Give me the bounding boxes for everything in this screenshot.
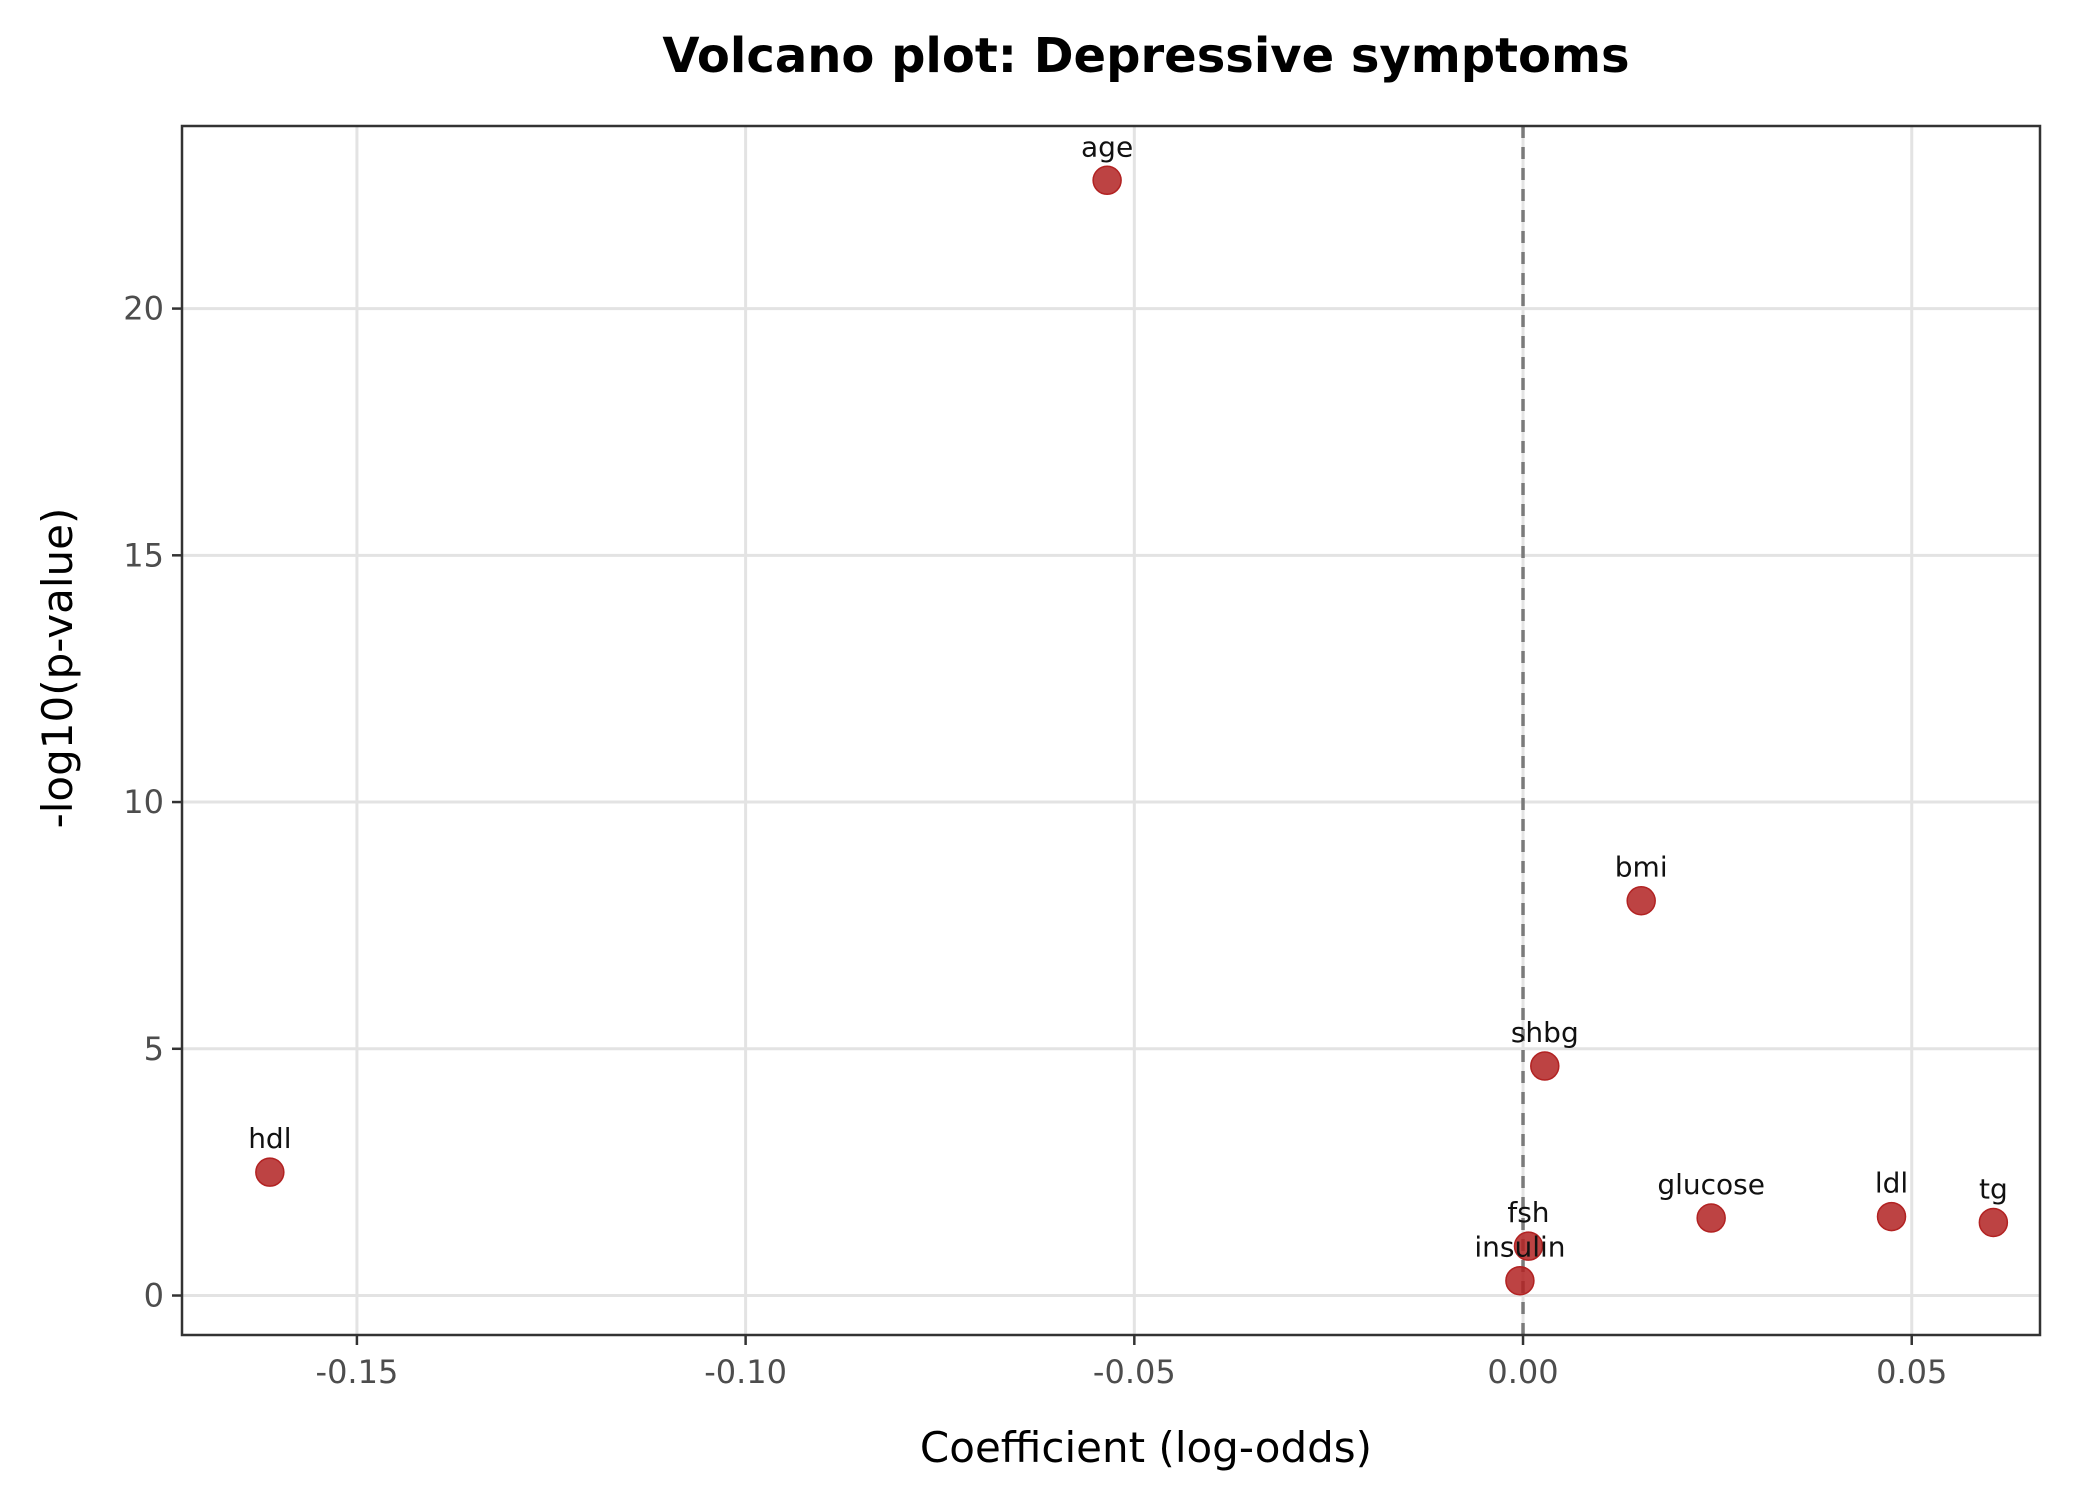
x-tick-label: -0.05 [1093, 1353, 1176, 1391]
chart-title: Volcano plot: Depressive symptoms [662, 28, 1629, 84]
point-label-glucose: glucose [1657, 1168, 1765, 1201]
x-tick-label: -0.10 [704, 1353, 787, 1391]
y-tick-label: 0 [144, 1277, 164, 1315]
point-label-bmi: bmi [1615, 851, 1668, 884]
x-axis-title: Coefficient (log-odds) [920, 1423, 1372, 1472]
y-tick-label: 5 [144, 1030, 164, 1068]
data-point-insulin [1505, 1265, 1535, 1296]
data-point-tg [1978, 1207, 2009, 1238]
point-label-tg: tg [1979, 1172, 2008, 1205]
x-tick-label: 0.05 [1876, 1353, 1947, 1391]
point-label-shbg: shbg [1511, 1016, 1579, 1049]
grid-lines [182, 126, 2040, 1335]
x-tick-label: -0.15 [316, 1353, 399, 1391]
data-point-glucose [1696, 1203, 1726, 1233]
point-label-hdl: hdl [248, 1122, 291, 1155]
point-label-age: age [1081, 130, 1133, 163]
plot-panel-border [180, 124, 2042, 1337]
data-point-age [1092, 165, 1122, 196]
data-point-hdl [255, 1157, 285, 1187]
y-axis-title: -log10(p-value) [33, 508, 82, 829]
x-tick-label: 0.00 [1487, 1353, 1558, 1391]
data-point-shbg [1530, 1051, 1560, 1081]
point-label-ldl: ldl [1875, 1167, 1908, 1200]
y-axis-ticks: 0 5 10 15 20 [123, 290, 182, 1315]
y-tick-label: 15 [123, 536, 164, 574]
data-point-bmi [1626, 885, 1656, 916]
point-label-fsh: fsh [1507, 1196, 1549, 1229]
data-point-ldl [1876, 1201, 1907, 1232]
data-point-fsh [1513, 1231, 1544, 1261]
y-tick-label: 20 [123, 290, 164, 328]
y-tick-label: 10 [123, 783, 164, 821]
point-label-insulin: insulin [1474, 1231, 1565, 1264]
x-axis-ticks: -0.15 -0.10 -0.05 0.00 0.05 [316, 1335, 1947, 1391]
